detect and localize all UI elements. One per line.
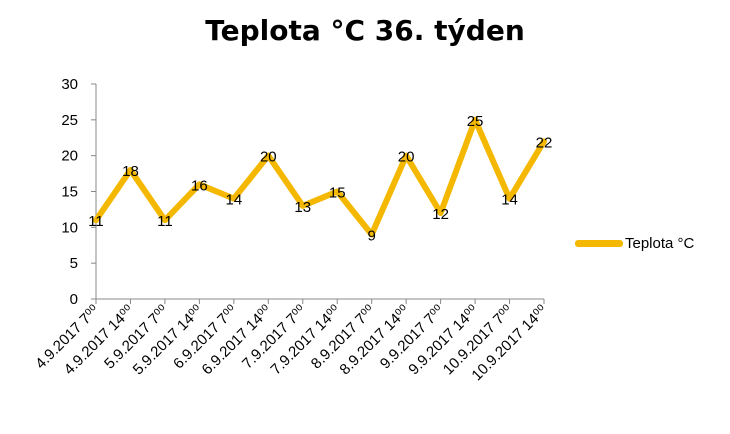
data-label: 16 <box>191 177 208 194</box>
y-tick-label: 0 <box>70 291 78 308</box>
y-tick-label: 20 <box>61 148 78 165</box>
data-label: 11 <box>157 213 173 230</box>
y-tick-label: 10 <box>61 219 78 236</box>
data-label: 18 <box>122 163 139 180</box>
data-label: 11 <box>88 213 104 230</box>
data-label: 20 <box>260 149 277 166</box>
data-label: 15 <box>329 185 346 202</box>
data-label: 14 <box>226 192 243 209</box>
y-tick-label: 25 <box>61 112 78 129</box>
legend-swatch <box>575 240 623 247</box>
data-label: 22 <box>536 134 553 151</box>
data-label: 20 <box>398 149 415 166</box>
y-tick-label: 15 <box>61 184 78 201</box>
chart-title: Teplota °C 36. týden <box>205 14 525 47</box>
series-line <box>93 116 547 238</box>
data-label: 25 <box>467 113 484 130</box>
y-tick-labels: 0 5 10 15 20 25 30 <box>61 76 78 308</box>
data-labels: 11 18 11 16 14 20 13 15 9 20 12 25 14 22 <box>88 113 552 245</box>
data-label: 14 <box>501 192 518 209</box>
data-label: 9 <box>368 228 376 245</box>
legend: Teplota °C <box>575 235 694 252</box>
legend-label: Teplota °C <box>625 235 695 252</box>
y-tick-label: 30 <box>61 76 78 93</box>
series-lines <box>93 116 547 238</box>
data-label: 13 <box>294 199 311 216</box>
data-label: 12 <box>432 206 449 223</box>
y-tick-label: 5 <box>70 255 78 272</box>
axes <box>91 83 545 304</box>
